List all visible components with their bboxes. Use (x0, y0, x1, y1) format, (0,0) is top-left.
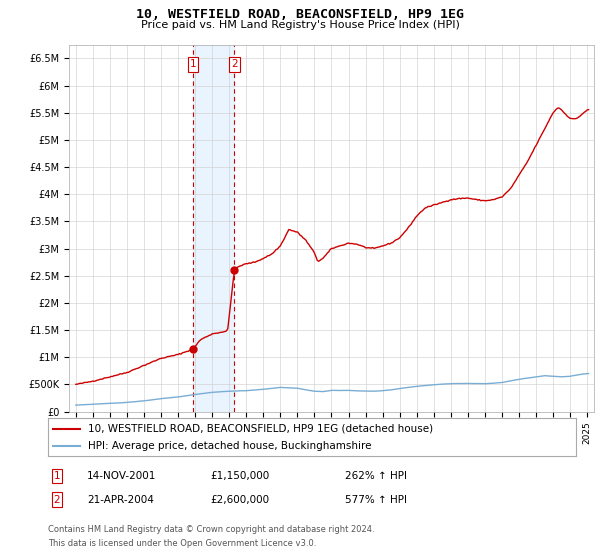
Text: 2: 2 (53, 494, 61, 505)
Text: 262% ↑ HPI: 262% ↑ HPI (345, 471, 407, 481)
Text: 14-NOV-2001: 14-NOV-2001 (87, 471, 157, 481)
Bar (193, 45, 235, 412)
Text: HPI: Average price, detached house, Buckinghamshire: HPI: Average price, detached house, Buck… (88, 441, 371, 451)
Text: Price paid vs. HM Land Registry's House Price Index (HPI): Price paid vs. HM Land Registry's House … (140, 20, 460, 30)
Text: 2: 2 (231, 59, 238, 69)
Text: Contains HM Land Registry data © Crown copyright and database right 2024.: Contains HM Land Registry data © Crown c… (48, 525, 374, 534)
Text: 577% ↑ HPI: 577% ↑ HPI (345, 494, 407, 505)
Text: 21-APR-2004: 21-APR-2004 (87, 494, 154, 505)
Text: 10, WESTFIELD ROAD, BEACONSFIELD, HP9 1EG: 10, WESTFIELD ROAD, BEACONSFIELD, HP9 1E… (136, 8, 464, 21)
Text: This data is licensed under the Open Government Licence v3.0.: This data is licensed under the Open Gov… (48, 539, 316, 548)
Text: £1,150,000: £1,150,000 (210, 471, 269, 481)
Text: 10, WESTFIELD ROAD, BEACONSFIELD, HP9 1EG (detached house): 10, WESTFIELD ROAD, BEACONSFIELD, HP9 1E… (88, 424, 433, 434)
Text: 1: 1 (190, 59, 196, 69)
Text: 1: 1 (53, 471, 61, 481)
Text: £2,600,000: £2,600,000 (210, 494, 269, 505)
